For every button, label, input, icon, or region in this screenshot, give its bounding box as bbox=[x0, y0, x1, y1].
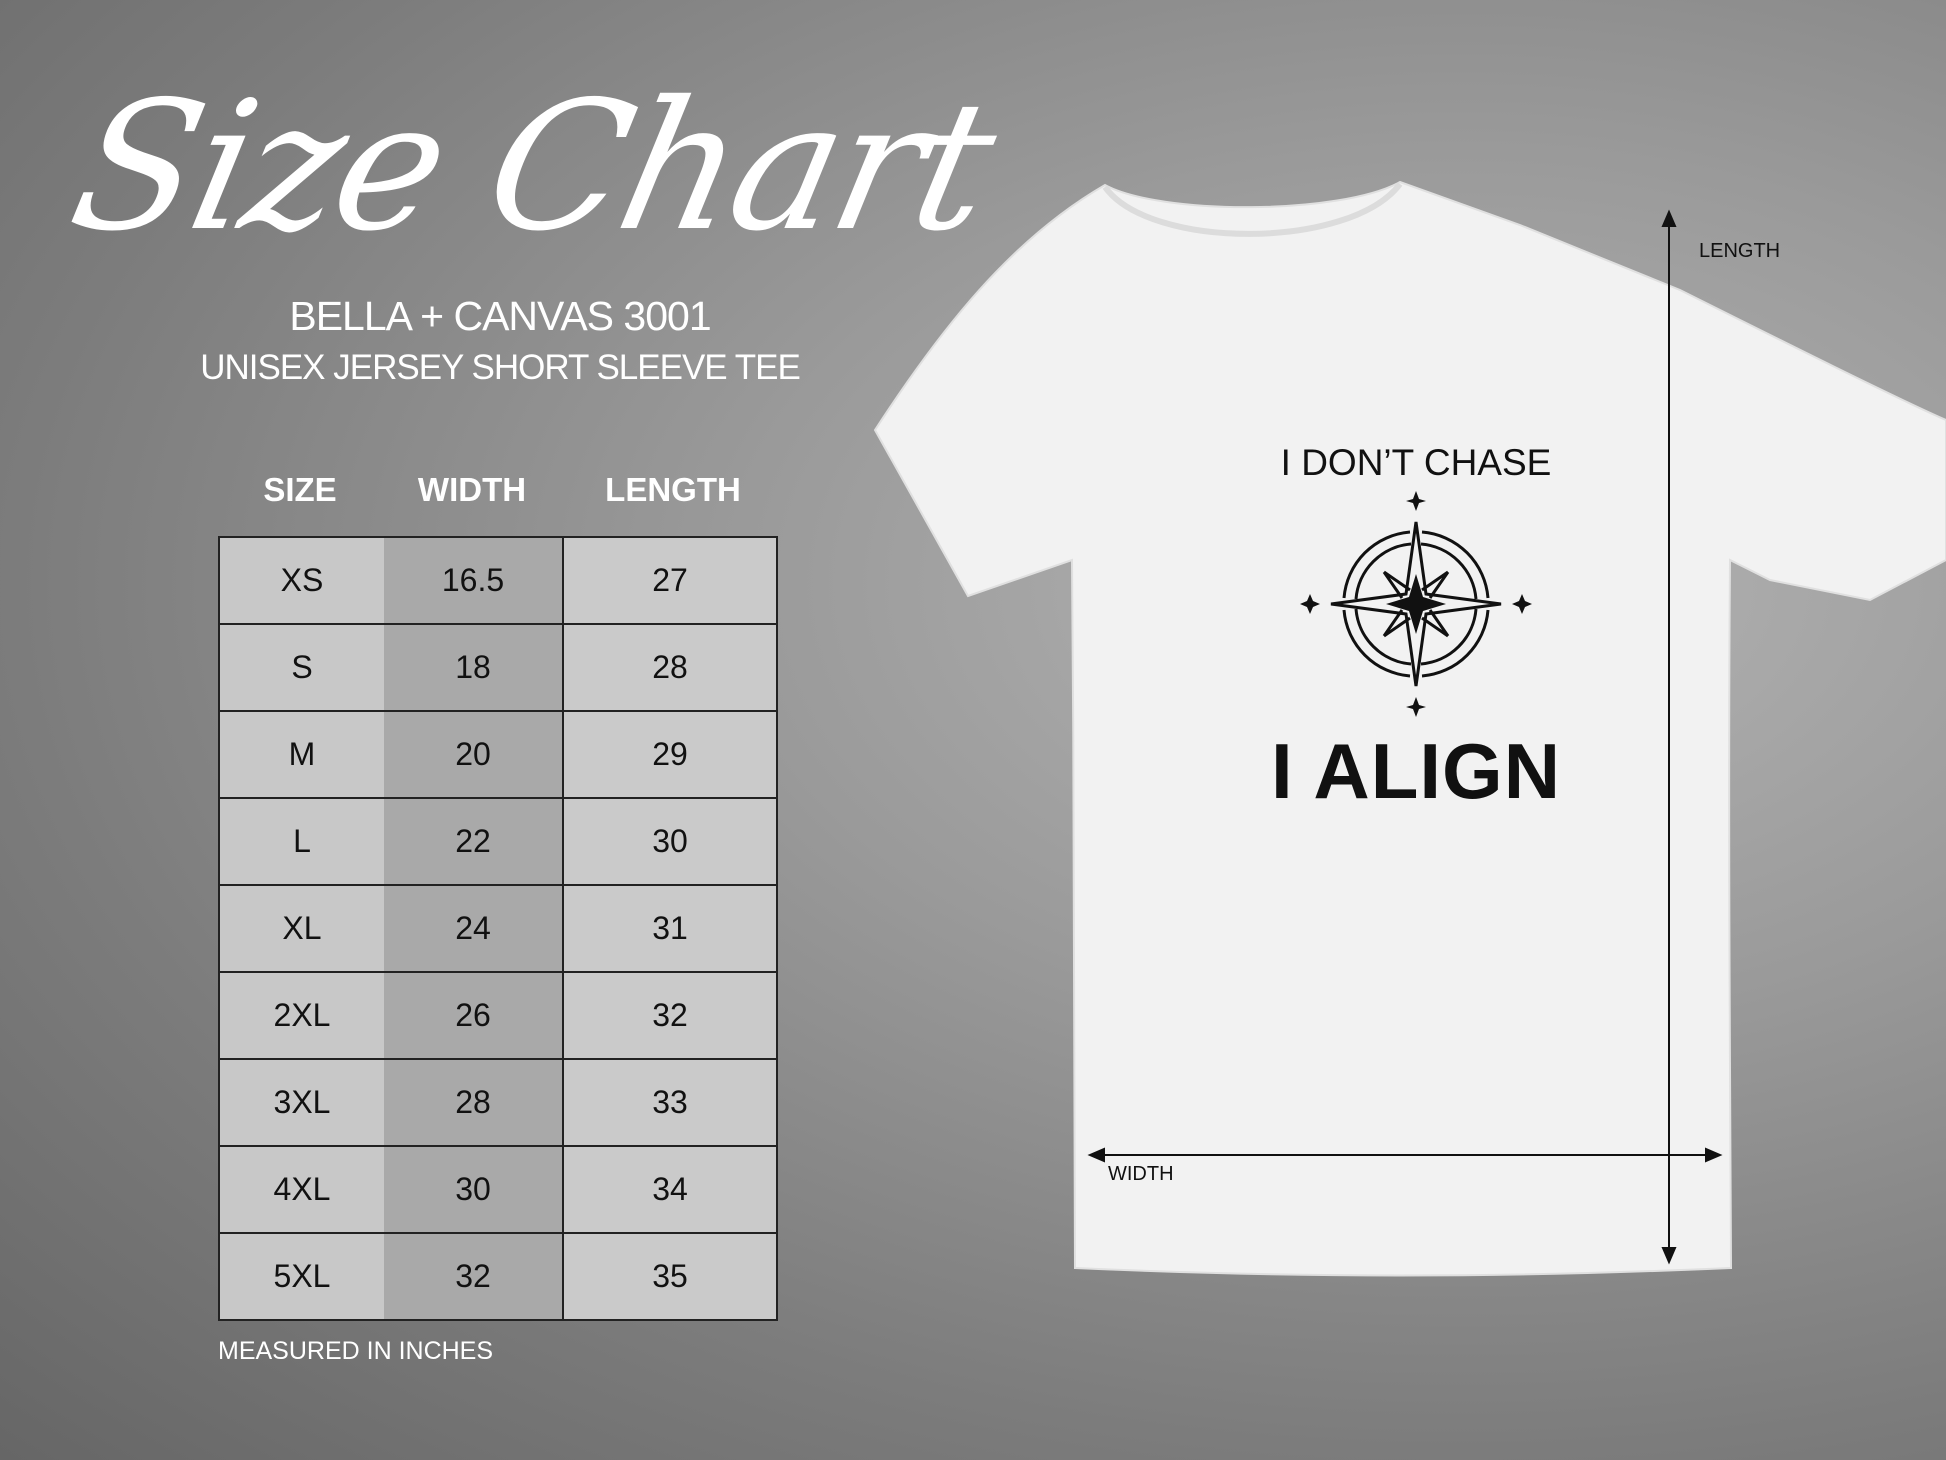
table-row: 2XL 26 32 bbox=[218, 971, 778, 1060]
table-row: 3XL 28 33 bbox=[218, 1058, 778, 1147]
size-cell: L bbox=[218, 797, 384, 886]
width-cell: 22 bbox=[384, 797, 564, 886]
size-cell: 3XL bbox=[218, 1058, 384, 1147]
product-name: UNISEX JERSEY SHORT SLEEVE TEE bbox=[200, 348, 801, 387]
table-row: XL 24 31 bbox=[218, 884, 778, 973]
header-width: WIDTH bbox=[417, 471, 527, 508]
length-cell: 30 bbox=[562, 797, 778, 886]
length-cell: 27 bbox=[562, 536, 778, 625]
size-cell: XS bbox=[218, 536, 384, 625]
width-cell: 28 bbox=[384, 1058, 564, 1147]
width-label: WIDTH bbox=[1108, 1163, 1174, 1185]
size-cell: M bbox=[218, 710, 384, 799]
size-cell: 2XL bbox=[218, 971, 384, 1060]
size-cell: XL bbox=[218, 884, 384, 973]
width-cell: 24 bbox=[384, 884, 564, 973]
table-row: M 20 29 bbox=[218, 710, 778, 799]
length-cell: 35 bbox=[562, 1232, 778, 1321]
size-cell: 5XL bbox=[218, 1232, 384, 1321]
width-cell: 16.5 bbox=[384, 536, 564, 625]
length-cell: 32 bbox=[562, 971, 778, 1060]
table-row: L 22 30 bbox=[218, 797, 778, 886]
header-length: LENGTH bbox=[605, 471, 741, 508]
table-row: XS 16.5 27 bbox=[218, 536, 778, 625]
table-row: S 18 28 bbox=[218, 623, 778, 712]
size-table: XS 16.5 27 S 18 28 M 20 29 L 22 30 XL 24 31 2XL 26 32 3XL 2… bbox=[218, 536, 778, 1321]
table-row: 4XL 30 34 bbox=[218, 1145, 778, 1234]
design-text-bottom: I ALIGN bbox=[1270, 727, 1562, 815]
brand-model: BELLA + CANVAS 3001 bbox=[289, 293, 711, 339]
length-label: LENGTH bbox=[1699, 240, 1781, 262]
width-cell: 32 bbox=[384, 1232, 564, 1321]
length-cell: 29 bbox=[562, 710, 778, 799]
width-cell: 30 bbox=[384, 1145, 564, 1234]
size-cell: 4XL bbox=[218, 1145, 384, 1234]
tshirt-collar bbox=[1102, 182, 1403, 237]
size-cell: S bbox=[218, 623, 384, 712]
width-cell: 26 bbox=[384, 971, 564, 1060]
compass-rose-icon bbox=[1300, 491, 1532, 717]
measurement-note: MEASURED IN INCHES bbox=[218, 1337, 494, 1365]
length-cell: 28 bbox=[562, 623, 778, 712]
width-cell: 20 bbox=[384, 710, 564, 799]
design-text-top: I DON’T CHASE bbox=[1280, 442, 1552, 483]
length-cell: 33 bbox=[562, 1058, 778, 1147]
tshirt-body bbox=[873, 180, 1946, 1277]
table-row: 5XL 32 35 bbox=[218, 1232, 778, 1321]
length-arrow bbox=[1661, 209, 1677, 1265]
length-cell: 34 bbox=[562, 1145, 778, 1234]
width-arrow bbox=[1087, 1147, 1723, 1163]
length-cell: 31 bbox=[562, 884, 778, 973]
width-cell: 18 bbox=[384, 623, 564, 712]
header-size: SIZE bbox=[263, 471, 337, 508]
